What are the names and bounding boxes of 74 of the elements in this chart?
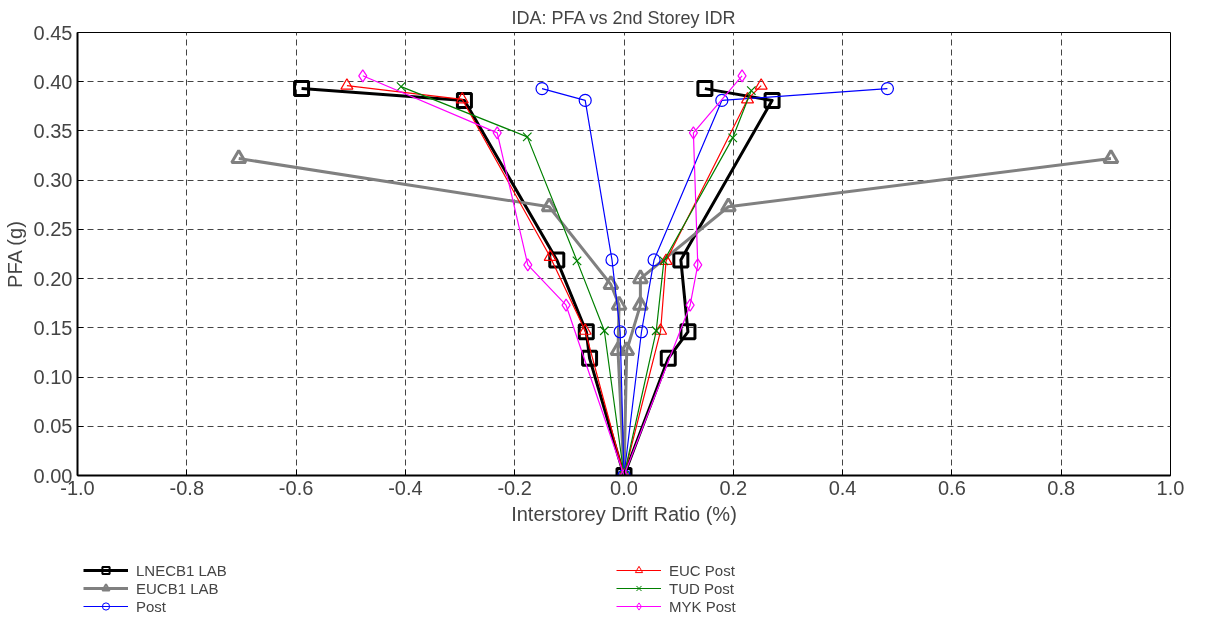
y-axis-title: PFA (g) [3,221,26,288]
x-tick-label: -0.6 [278,476,314,499]
point [685,298,695,312]
point [610,295,628,311]
y-tick-label: 0.15 [33,316,73,339]
point [358,69,368,83]
point [522,132,533,142]
point [613,325,627,339]
point [763,91,781,109]
point [740,91,755,104]
legend-label: EUC Post [669,561,736,579]
point [578,323,592,335]
point [659,256,669,266]
point [746,85,757,96]
point [578,93,592,108]
point [880,82,895,96]
point [535,82,549,96]
y-tick-label: 0.20 [33,267,73,290]
y-tick-label: 0.05 [33,415,73,438]
point [455,91,469,104]
point [679,323,697,341]
x-tick-label: 0.4 [828,476,857,499]
legend-label: MYK Post [669,597,737,615]
y-tick-label: 0.40 [33,70,73,93]
point [599,325,610,336]
y-tick-label: 0.35 [33,119,73,142]
point [1102,148,1120,165]
point [754,78,768,90]
point [605,253,619,267]
point [609,340,627,357]
point [672,251,690,269]
point [727,132,738,143]
point [561,298,571,312]
point [651,325,662,336]
y-tick-label: 0.30 [33,169,73,192]
point [492,126,502,140]
point [696,80,714,98]
legend-label: Post [136,597,167,615]
y-tick-label: 0.25 [33,218,73,241]
point [572,256,582,266]
y-tick-label: 0.10 [33,366,73,389]
legend-label: EUCB1 LAB [136,579,220,597]
legend-label: LNECB1 LAB [136,561,228,579]
point [715,93,729,108]
point [693,258,703,272]
point [396,81,406,92]
x-tick-label: 0.0 [610,476,638,499]
x-tick-label: 0.6 [938,476,966,499]
point [737,69,747,83]
point [631,295,649,311]
x-tick-label: -0.4 [388,476,423,499]
point [293,80,311,98]
x-tick-label: 1.0 [1156,476,1185,499]
point [654,323,668,335]
point [631,269,649,285]
y-tick-label: 0.45 [33,21,73,44]
point [340,78,354,90]
x-tick-label: -0.2 [497,476,532,499]
x-axis-title: Interstorey Drift Ratio (%) [511,502,737,525]
point [634,325,649,339]
point [540,197,558,213]
point [659,253,673,265]
point [688,126,699,140]
point [647,253,661,267]
x-tick-label: -0.8 [169,476,205,499]
chart-title: IDA: PFA vs 2nd Storey IDR [511,7,736,28]
point [230,148,248,165]
x-tick-label: 0.8 [1047,476,1076,499]
x-tick-label: 0.2 [719,476,748,499]
point [523,258,533,272]
point [719,197,737,213]
point [659,349,677,367]
point [543,249,557,262]
legend-label: TUD Post [669,579,735,597]
